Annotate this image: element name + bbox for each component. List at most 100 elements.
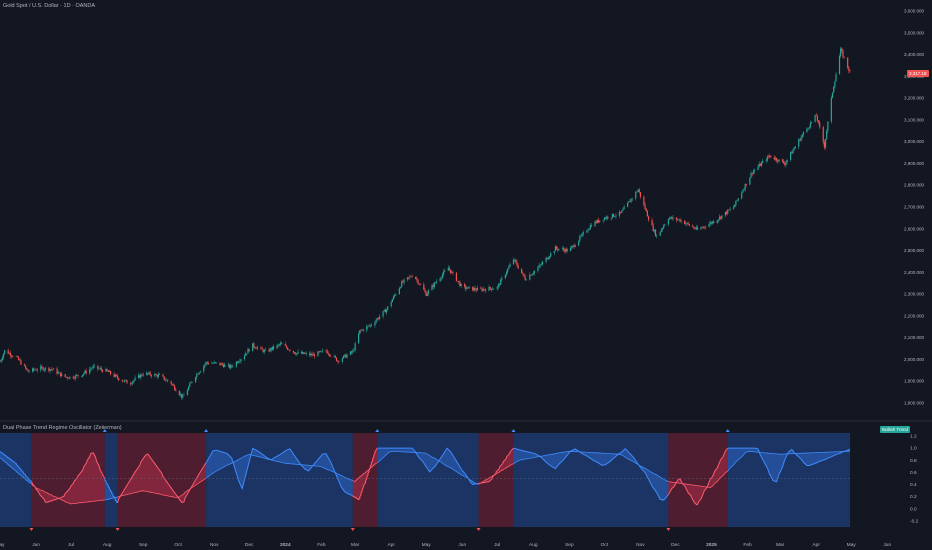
price-axis-label: 2,900.000 bbox=[904, 161, 925, 166]
candle-body bbox=[23, 364, 26, 366]
candle-body bbox=[801, 134, 803, 138]
bear-signal-marker bbox=[115, 528, 120, 531]
candle-body bbox=[382, 311, 384, 317]
candle-body bbox=[830, 97, 832, 122]
candle-body bbox=[349, 351, 352, 355]
candle-body bbox=[752, 171, 754, 174]
oscillator-fill-bearish bbox=[31, 452, 105, 504]
price-axis-label: 2,400.000 bbox=[904, 270, 925, 275]
candle-body bbox=[89, 369, 91, 374]
candle-body bbox=[675, 217, 678, 220]
candle-body bbox=[718, 216, 721, 220]
candle-body bbox=[411, 276, 413, 278]
candle-body bbox=[831, 92, 834, 98]
candle-body bbox=[848, 67, 850, 71]
oscillator-fill-bullish bbox=[206, 448, 353, 496]
candle-body bbox=[760, 162, 763, 166]
candle-body bbox=[383, 309, 385, 312]
candle-body bbox=[213, 362, 215, 364]
oscillator-fast-line bbox=[117, 453, 207, 503]
candle-body bbox=[799, 139, 801, 141]
candle-body bbox=[784, 163, 786, 165]
candle-body bbox=[361, 329, 363, 331]
candle-body bbox=[611, 213, 614, 218]
candle-body bbox=[368, 325, 370, 327]
candle-body bbox=[84, 370, 86, 374]
oscillator-fast-line bbox=[377, 447, 479, 485]
candle-body bbox=[2, 353, 5, 358]
candle-body bbox=[158, 374, 161, 375]
candle-body bbox=[843, 57, 845, 58]
candle-body bbox=[34, 369, 36, 371]
candle-body bbox=[106, 369, 108, 371]
time-axis-label: May bbox=[847, 542, 857, 548]
regime-zone-bullish bbox=[513, 433, 669, 527]
candle-body bbox=[687, 222, 689, 225]
candle-body bbox=[105, 369, 107, 372]
candle-body bbox=[69, 376, 71, 379]
candle-body bbox=[781, 159, 784, 162]
candle-body bbox=[720, 216, 722, 219]
candle-body bbox=[235, 361, 237, 367]
time-axis-label: Oct bbox=[601, 542, 609, 548]
candle-body bbox=[806, 128, 808, 133]
price-axis-label: 2,700.000 bbox=[904, 205, 925, 210]
candle-body bbox=[734, 205, 736, 208]
bull-signal-marker bbox=[725, 429, 730, 432]
time-axis-label: Sep bbox=[565, 542, 574, 548]
candle-body bbox=[737, 198, 739, 201]
candle-body bbox=[12, 356, 14, 357]
candle-body bbox=[620, 211, 622, 213]
candle-body bbox=[521, 268, 523, 274]
candle-body bbox=[232, 366, 234, 367]
candle-body bbox=[113, 374, 115, 377]
candle-body bbox=[328, 354, 331, 356]
candle-body bbox=[394, 295, 396, 297]
candle-body bbox=[817, 120, 820, 123]
candle-body bbox=[240, 359, 242, 362]
time-axis-label: May bbox=[0, 542, 5, 548]
candle-body bbox=[635, 191, 637, 199]
oscillator-fill-bullish bbox=[513, 448, 669, 501]
candle-body bbox=[219, 362, 221, 365]
candle-body bbox=[190, 382, 192, 384]
candle-body bbox=[41, 366, 43, 368]
candle-body bbox=[295, 353, 297, 355]
candle-body bbox=[16, 356, 19, 358]
candle-body bbox=[670, 217, 672, 219]
candle-body bbox=[841, 48, 843, 52]
candle-body bbox=[9, 353, 12, 356]
oscillator-axis-label: 0.6 bbox=[910, 470, 917, 476]
candle-body bbox=[92, 365, 94, 369]
candle-body bbox=[255, 347, 257, 349]
candle-body bbox=[309, 353, 311, 356]
candle-body bbox=[692, 225, 694, 228]
candle-body bbox=[305, 353, 307, 354]
candle-body bbox=[431, 285, 433, 291]
candle-body bbox=[744, 184, 746, 190]
candle-body bbox=[636, 191, 638, 193]
candle-body bbox=[725, 211, 728, 214]
candle-body bbox=[366, 326, 368, 331]
candle-body bbox=[7, 350, 9, 354]
candle-body bbox=[508, 266, 510, 269]
candle-body bbox=[72, 376, 74, 379]
candle-body bbox=[579, 236, 581, 241]
candle-body bbox=[460, 284, 462, 287]
price-axis-label: 3,600.000 bbox=[904, 9, 925, 14]
regime-zone-bullish bbox=[206, 433, 353, 527]
oscillator-axis-label: 1.0 bbox=[910, 446, 917, 452]
candle-body bbox=[490, 288, 492, 290]
candle-body bbox=[679, 219, 681, 222]
candle-body bbox=[448, 267, 451, 270]
candle-body bbox=[243, 355, 246, 360]
candle-body bbox=[42, 367, 44, 371]
candle-body bbox=[126, 380, 128, 384]
candle-body bbox=[57, 372, 59, 374]
candle-body bbox=[100, 368, 102, 370]
candle-body bbox=[466, 288, 468, 290]
candle-body bbox=[228, 364, 230, 368]
candle-body bbox=[597, 219, 600, 223]
candle-body bbox=[569, 248, 572, 252]
candle-body bbox=[312, 354, 314, 356]
